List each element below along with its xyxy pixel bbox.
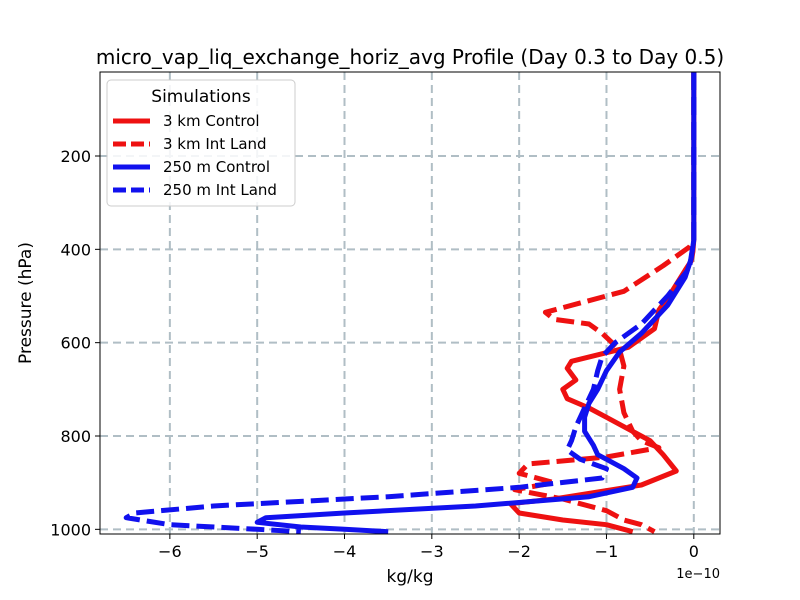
legend-box [106, 79, 296, 207]
legend-title: Simulations [151, 87, 251, 107]
x-tick-label: −5 [245, 542, 269, 561]
x-tick-label: −3 [420, 542, 444, 561]
legend: Simulations 3 km Control 3 km Int Land 250… [106, 79, 296, 207]
x-axis-ticks: −6 −5 −4 −3 −2 −1 0 [158, 534, 699, 561]
y-tick-label: 1000 [50, 520, 91, 539]
y-tick-label: 400 [60, 240, 91, 259]
x-tick-label: −1 [595, 542, 619, 561]
y-axis-label: Pressure (hPa) [16, 242, 36, 364]
x-tick-label: −6 [158, 542, 182, 561]
legend-label-4: 250 m Int Land [163, 181, 277, 199]
legend-label-1: 3 km Control [163, 112, 260, 130]
legend-label-2: 3 km Int Land [163, 135, 267, 153]
x-axis-offset: 1e−10 [676, 567, 720, 582]
y-tick-label: 200 [60, 147, 91, 166]
plot-area [123, 72, 697, 534]
x-tick-label: −4 [333, 542, 357, 561]
series-line-4 [123, 72, 697, 534]
x-tick-label: −2 [507, 542, 531, 561]
y-tick-label: 600 [60, 334, 91, 353]
series-layer [123, 72, 697, 534]
plot-frame [99, 71, 721, 535]
y-axis-ticks: 200 400 600 800 1000 [50, 147, 100, 539]
y-tick-label: 800 [60, 427, 91, 446]
legend-label-3: 250 m Control [163, 158, 270, 176]
chart-title: micro_vap_liq_exchange_horiz_avg Profile… [96, 45, 724, 69]
series-line-3 [254, 72, 697, 534]
x-axis-label: kg/kg [387, 567, 434, 587]
x-tick-label: 0 [689, 542, 699, 561]
